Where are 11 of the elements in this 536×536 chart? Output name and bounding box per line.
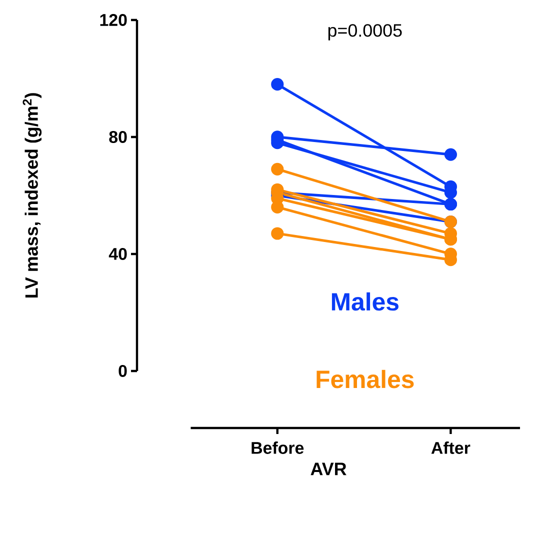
y-tick-label: 0	[118, 364, 127, 377]
y-tick-label: 120	[100, 14, 127, 26]
x-axis-title: AVR	[310, 462, 346, 476]
x-tick-label: After	[431, 442, 470, 454]
x-tick-label: Before	[252, 442, 304, 454]
annotation: p=0.0005	[328, 24, 402, 40]
y-tick-label: 80	[109, 130, 127, 143]
y-tick-label: 40	[108, 248, 127, 260]
y-axis-title: LV mass, indexed (g/m$^{2}$)	[22, 93, 42, 298]
text: Males	[332, 292, 398, 311]
text: Females	[316, 370, 414, 388]
